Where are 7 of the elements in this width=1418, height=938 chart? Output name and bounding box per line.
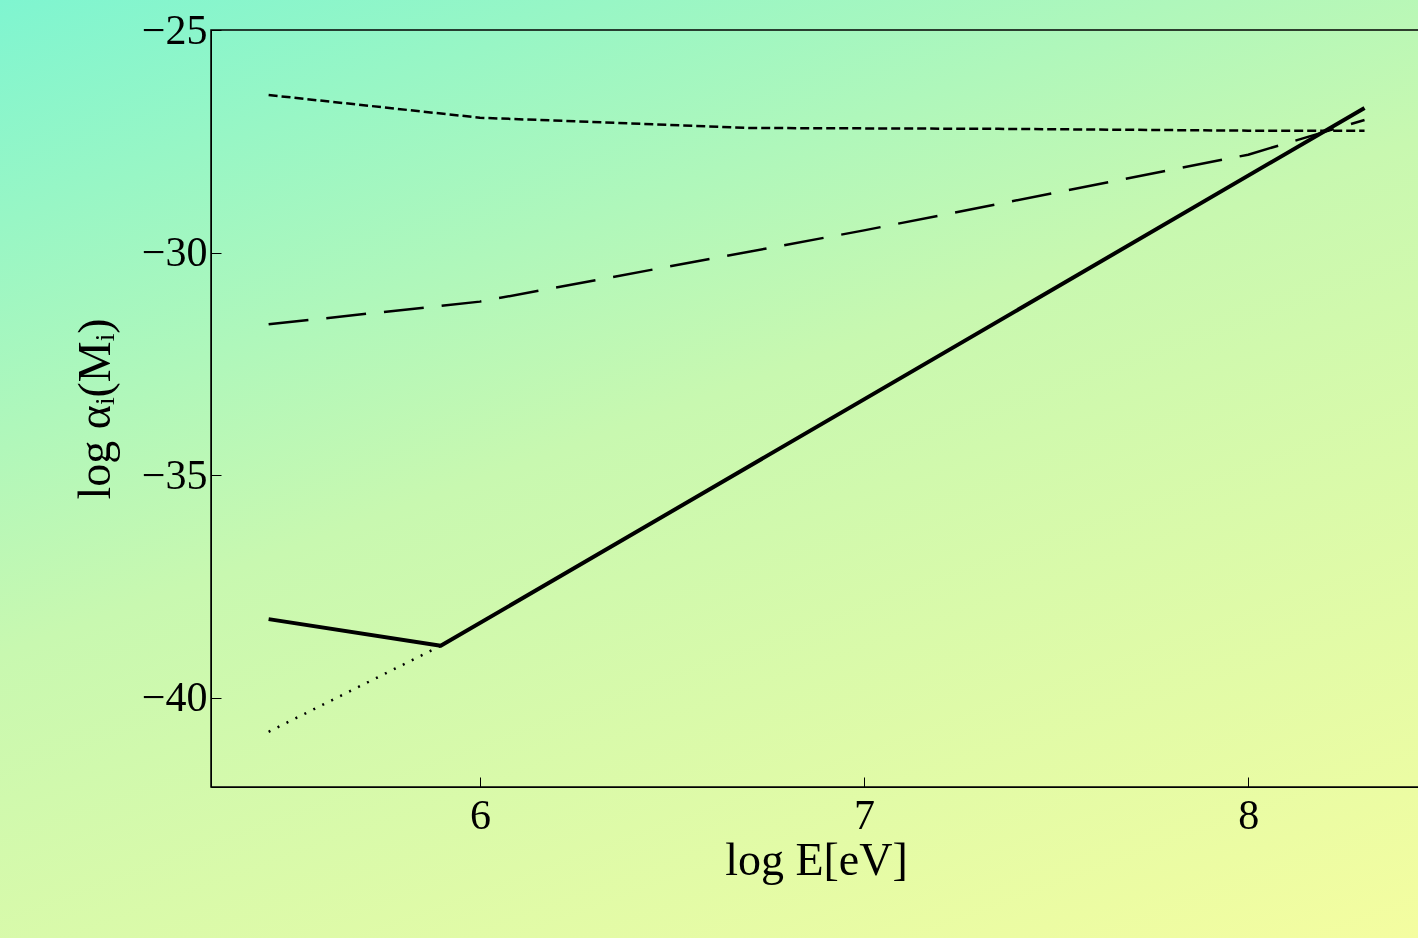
y-tick-label: −40 bbox=[141, 674, 208, 721]
y-tick-label: −25 bbox=[141, 6, 208, 53]
x-tick-label: 6 bbox=[469, 791, 491, 838]
y-axis-title: log αᵢ(Mᵢ) bbox=[68, 318, 120, 500]
x-tick-label: 8 bbox=[1238, 791, 1260, 838]
y-tick-label: −30 bbox=[141, 229, 208, 276]
y-tick-label: −35 bbox=[141, 451, 208, 498]
